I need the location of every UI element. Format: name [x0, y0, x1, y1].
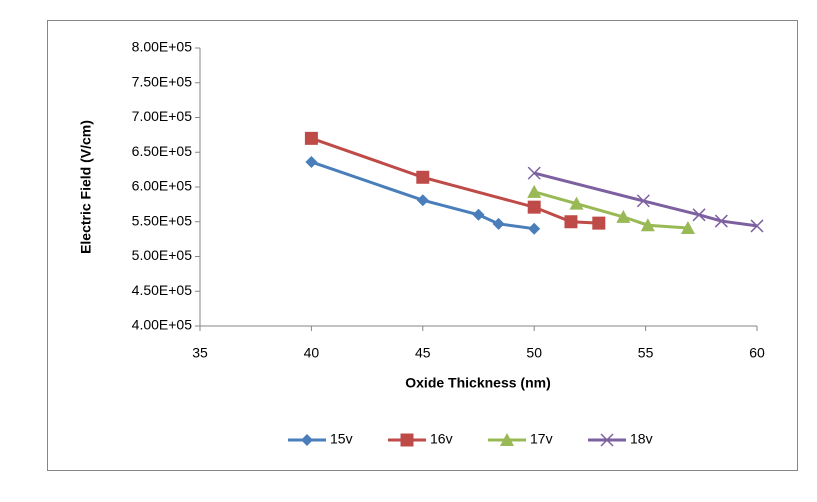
marker	[492, 217, 505, 230]
marker	[750, 219, 764, 233]
legend-marker	[400, 433, 414, 447]
marker	[616, 209, 631, 223]
x-axis-title: Oxide Thickness (nm)	[405, 375, 550, 391]
x-tick-label: 35	[192, 345, 208, 361]
legend-label: 17v	[530, 431, 553, 447]
marker	[416, 194, 429, 207]
y-tick-label: 5.00E+05	[132, 247, 193, 263]
marker	[527, 184, 542, 198]
legend-label: 18v	[630, 431, 653, 447]
legend-marker	[600, 433, 614, 447]
x-tick-label: 55	[638, 345, 654, 361]
marker	[527, 200, 541, 214]
marker	[528, 222, 541, 235]
y-tick-label: 7.00E+05	[132, 108, 193, 124]
y-axis-title: Electric Field (V/cm)	[78, 120, 94, 254]
marker	[692, 208, 706, 222]
marker	[714, 214, 728, 228]
legend-label: 15v	[330, 431, 353, 447]
y-tick-label: 4.00E+05	[132, 317, 193, 333]
marker	[636, 194, 650, 208]
marker	[680, 221, 695, 235]
y-tick-label: 4.50E+05	[132, 282, 193, 298]
marker	[564, 215, 578, 229]
y-tick-label: 6.00E+05	[132, 178, 193, 194]
x-tick-label: 40	[304, 345, 320, 361]
chart-frame	[47, 20, 798, 471]
marker	[592, 216, 606, 230]
x-tick-label: 50	[526, 345, 542, 361]
marker	[305, 155, 318, 168]
marker	[304, 131, 318, 145]
y-tick-label: 8.00E+05	[132, 39, 193, 55]
legend-marker	[301, 434, 313, 446]
marker	[527, 166, 541, 180]
legend-label: 16v	[430, 431, 453, 447]
marker	[640, 218, 655, 232]
marker	[472, 208, 485, 221]
y-tick-label: 7.50E+05	[132, 73, 193, 89]
y-tick-label: 5.50E+05	[132, 212, 193, 228]
marker	[569, 196, 584, 210]
x-tick-label: 45	[415, 345, 431, 361]
marker	[416, 170, 430, 184]
legend-marker	[500, 433, 514, 446]
y-tick-label: 6.50E+05	[132, 143, 193, 159]
x-tick-label: 60	[749, 345, 765, 361]
